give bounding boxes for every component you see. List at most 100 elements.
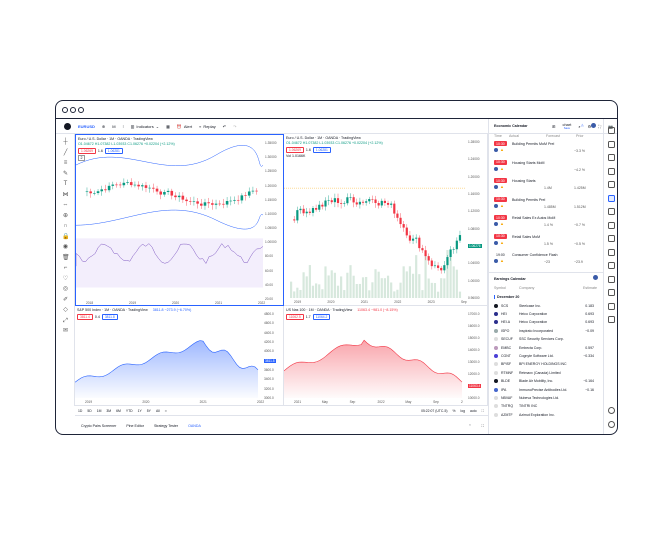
earnings-row[interactable]: ISPO Inspirato Incorporated −0.09 [492,327,600,335]
window-minimize-button[interactable] [70,107,76,113]
notifications-icon[interactable] [608,289,615,296]
earnings-row[interactable]: HEI Heico Corporation 0.693 [492,310,600,318]
search-icon[interactable]: ⌕ [578,123,581,129]
alerts-icon[interactable] [608,140,615,148]
earnings-row[interactable]: RTMNF Retmaxx (Canada) Limited [492,369,600,377]
collapse-icon[interactable]: ⌃ [468,423,472,428]
chart-type-icon[interactable]: ⫶ [122,123,124,129]
window-close-button[interactable] [62,107,68,113]
auto-toggle[interactable]: auto [470,408,477,413]
redo-icon[interactable]: ↷ [233,123,237,129]
earnings-row[interactable]: TNTRQ TINTRI INC [492,403,600,411]
logo-icon[interactable] [64,122,71,130]
indicators-button[interactable]: ▥ Indicators ⌄ [130,123,160,129]
fib-icon[interactable]: ≡ [63,160,68,166]
economic-event[interactable]: 10:30 ▲ Retail Sales Ex Autos MoM 1.4 % −0.7… [492,215,600,235]
date-range-icon[interactable]: ⌗ [164,408,167,413]
bottom-tab[interactable]: OANDA [188,423,201,428]
earnings-row[interactable]: HEI.A Heico Corporation 0.693 [492,319,600,327]
lock-icon[interactable]: 🔒 [62,233,70,240]
collapse-indicators[interactable]: 2 [78,154,85,161]
buy-button[interactable]: 1.06281 [312,146,331,153]
chart-pane-1[interactable]: Euro / U.S. Dollar · 1M · OANDA · Tradin… [75,134,284,306]
chart-canvas[interactable] [284,134,466,298]
timeframe-3M[interactable]: 3M [106,408,112,413]
signals-icon[interactable] [608,275,615,283]
hotlists-icon[interactable] [608,181,615,188]
chart-pane-3[interactable]: S&P 500 Index · 1M · OANDA · TradingView… [75,306,284,406]
bottom-tab[interactable]: Crypto Pairs Screener [81,423,117,428]
pct-toggle[interactable]: % [452,408,456,413]
layout-button[interactable]: chart Save [562,121,572,130]
text-icon[interactable]: T [63,181,68,187]
symbol-button[interactable]: EURUSD [78,123,95,129]
economic-event[interactable]: 10:30 ▲ Housing Starts MoM −4.2 % [492,159,600,180]
economic-event[interactable]: 10:30 ▲ Building Permits MoM Prel −3.3 % [492,141,600,161]
timeframe-1Y[interactable]: 1Y [137,408,142,413]
sell-button[interactable]: 1.06269 [78,147,96,154]
trend-icon[interactable] [608,302,615,310]
buy-button[interactable]: 3811.8 [101,313,118,320]
watchlist-icon[interactable] [608,127,615,134]
zoom-icon[interactable]: ⊕ [62,212,69,219]
timeframe-5D[interactable]: 5D [87,408,92,413]
help-icon[interactable] [608,421,615,428]
layers-icon[interactable] [608,407,615,414]
sell-button[interactable]: 11062.5 [286,313,304,320]
earnings-row[interactable]: IPA ImmunoPrecise Antibodies Ltd. −0.16 [492,386,600,394]
camera-icon[interactable]: 📷 [608,123,613,129]
favorite-icon[interactable]: ♡ [62,275,69,282]
replay-button[interactable]: «Replay [199,123,216,129]
undo-icon[interactable]: ↶ [222,123,227,129]
chart-canvas[interactable] [75,306,262,398]
pencil-icon[interactable]: ✐ [62,296,69,303]
earnings-row[interactable]: AZMTF Azimut Exploration Inc. [492,411,600,419]
timeframe-1M[interactable]: 1M [96,408,102,413]
earnings-row[interactable]: BLDE Blade Air Mobility, Inc. −0.164 [492,378,600,386]
filter-icon[interactable]: ◬ [581,123,584,127]
buy-button[interactable]: 11064.2 [312,313,331,320]
sell-button[interactable]: 1.06269 [286,146,304,153]
window-maximize-button[interactable] [78,107,84,113]
ruler-icon[interactable]: ⌐ [63,265,68,271]
country-flag-icon[interactable] [591,123,596,128]
templates-icon[interactable]: ▦ [166,123,170,129]
timeframe-YTD[interactable]: YTD [125,408,133,413]
gear-icon[interactable]: ⚙ [587,123,592,129]
maximize-icon[interactable]: ⛶ [481,423,484,428]
economic-event[interactable]: 10:30 ▲ Retail Sales MoM 1.5 % −0.5 % [492,233,600,254]
magnet-icon[interactable]: ∩ [63,223,68,229]
chart-pane-2[interactable]: Euro / U.S. Dollar · 1M · OANDA · Tradin… [284,134,488,306]
crosshair-icon[interactable]: ┼ [63,139,68,145]
news-icon[interactable] [608,154,615,161]
buy-button[interactable]: 1.06281 [104,147,123,154]
earnings-row[interactable]: NBVAF Nubeva Technologies Ltd. [492,394,600,402]
hide-icon[interactable]: ◉ [62,244,69,250]
fullscreen-icon[interactable]: ⛶ [598,123,602,129]
prediction-icon[interactable]: ⤢ [63,317,68,324]
earnings-row[interactable]: EMBC Embecta Corp. 0.597 [492,344,600,352]
pattern-icon[interactable]: ⋈ [62,191,69,198]
timeframe-6M[interactable]: 6M [116,408,121,413]
sell-button[interactable]: 3811.4 [77,313,93,320]
country-flag-icon[interactable] [593,275,598,280]
streams-icon[interactable] [608,235,615,242]
idea-light-icon[interactable] [608,262,615,269]
layout-icon[interactable]: ⊞ [552,123,556,129]
eye-icon[interactable]: ◎ [62,286,69,292]
alert-button[interactable]: ⏰ Alert [176,123,193,129]
timeframe-5Y[interactable]: 5Y [146,408,151,413]
bottom-tab[interactable]: Pine Editor [126,423,144,428]
earnings-row[interactable]: CGNT Cognyte Software Ltd. −0.334 [492,352,600,360]
ideas-icon[interactable] [608,208,615,215]
economic-event[interactable]: 10:30 ▲ Housing Starts 1.4M 1.425M [492,178,600,198]
earnings-row[interactable]: BPISF BPI ENERGY HOLDINGS INC [492,361,600,369]
data-window-icon[interactable] [608,167,615,175]
chart-canvas[interactable] [76,135,263,299]
interval-button[interactable]: M [112,123,116,129]
earnings-row[interactable]: SCS Steelcase Inc. 0.183 [492,302,600,310]
timeframe-All[interactable]: All [155,408,160,413]
annotation-icon[interactable]: ✉ [62,328,69,334]
economic-event[interactable]: 10:30 ▲ Building Permits Prel 1.485M 1.512M [492,196,600,217]
notes-icon[interactable] [608,248,615,256]
